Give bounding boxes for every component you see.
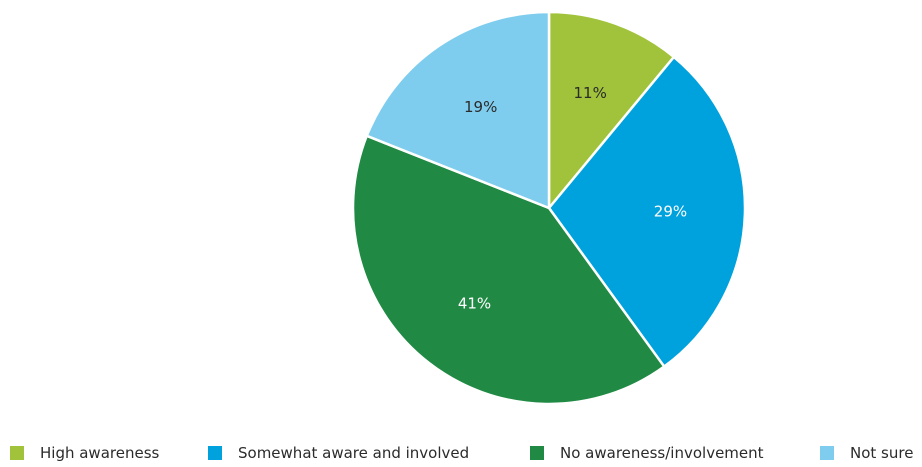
pie-slice-high-awareness [547, 10, 676, 210]
legend-label-no-awareness: No awareness/involvement [560, 444, 764, 462]
slice-label-high-awareness: 11% [573, 84, 606, 102]
pie-chart-svg: 11% 29% 41% 19% [351, 10, 747, 406]
legend-swatch-somewhat-aware [208, 446, 222, 460]
legend-item-no-awareness: No awareness/involvement [530, 444, 764, 462]
legend-item-not-sure: Not sure [820, 444, 913, 462]
slice-label-no-awareness: 41% [458, 295, 491, 313]
slice-label-somewhat-aware: 29% [654, 202, 687, 220]
slice-label-not-sure: 19% [464, 98, 497, 116]
legend: High awareness Somewhat aware and involv… [10, 444, 920, 466]
legend-item-high-awareness: High awareness [10, 444, 159, 462]
legend-swatch-high-awareness [10, 446, 24, 460]
pie-slice-not-sure [365, 10, 551, 210]
legend-item-somewhat-aware: Somewhat aware and involved [208, 444, 469, 462]
legend-label-not-sure: Not sure [850, 444, 914, 462]
legend-swatch-no-awareness [530, 446, 544, 460]
legend-swatch-not-sure [820, 446, 834, 460]
legend-label-somewhat-aware: Somewhat aware and involved [238, 444, 470, 462]
legend-label-high-awareness: High awareness [40, 444, 160, 462]
pie-slice-no-awareness [351, 134, 666, 406]
pie-slice-somewhat-aware [547, 55, 747, 368]
